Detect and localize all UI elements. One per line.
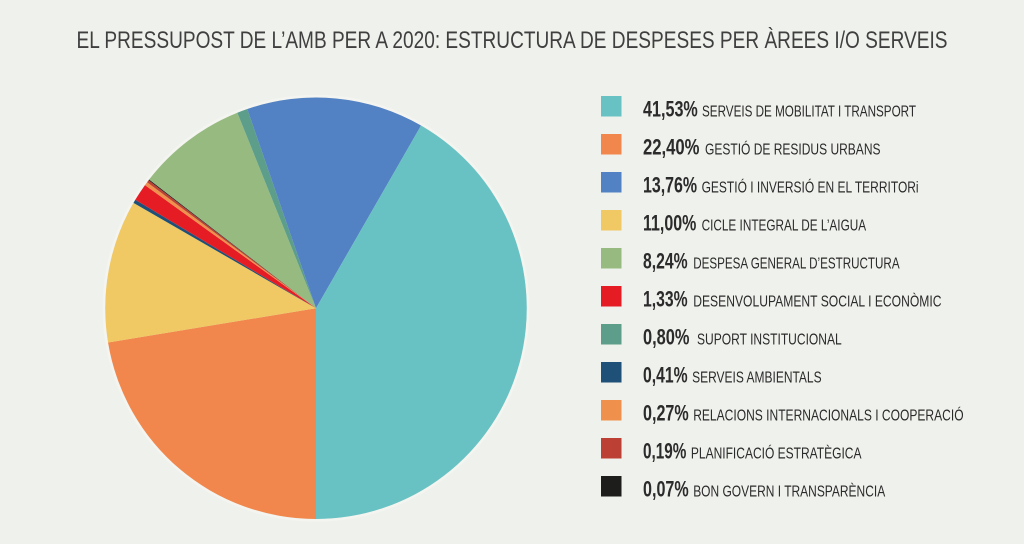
svg-text:CICLE INTEGRAL DE L’AIGUA: CICLE INTEGRAL DE L’AIGUA bbox=[702, 218, 867, 235]
svg-text:0,41%: 0,41% bbox=[643, 363, 688, 388]
svg-text:RELACIONS INTERNACIONALS I COO: RELACIONS INTERNACIONALS I COOPERACIÓ bbox=[693, 408, 963, 425]
svg-text:41,53%: 41,53% bbox=[643, 97, 698, 122]
svg-text:PLANIFICACIÓ ESTRATÈGICA: PLANIFICACIÓ ESTRATÈGICA bbox=[691, 446, 862, 463]
svg-text:0,80%: 0,80% bbox=[643, 325, 690, 350]
svg-text:DESPESA GENERAL D’ESTRUCTURA: DESPESA GENERAL D’ESTRUCTURA bbox=[693, 256, 900, 273]
svg-text:EL PRESSUPOST DE L’AMB PER A 2: EL PRESSUPOST DE L’AMB PER A 2020: ESTRU… bbox=[77, 27, 948, 54]
svg-text:GESTIÓ DE RESIDUS URBANS: GESTIÓ DE RESIDUS URBANS bbox=[705, 142, 881, 159]
svg-text:1,33%: 1,33% bbox=[643, 287, 688, 312]
svg-text:SERVEIS AMBIENTALS: SERVEIS AMBIENTALS bbox=[692, 370, 822, 387]
svg-text:BON GOVERN I TRANSPARÈNCIA: BON GOVERN I TRANSPARÈNCIA bbox=[693, 484, 886, 501]
svg-text:0,27%: 0,27% bbox=[643, 401, 689, 426]
svg-text:13,76%: 13,76% bbox=[643, 173, 697, 198]
svg-text:0,19%: 0,19% bbox=[643, 439, 686, 464]
svg-text:SERVEIS DE MOBILITAT I TRANSPO: SERVEIS DE MOBILITAT I TRANSPORT bbox=[702, 104, 916, 121]
svg-text:8,24%: 8,24% bbox=[643, 249, 688, 274]
svg-text:11,00%: 11,00% bbox=[643, 211, 696, 236]
svg-text:0,07%: 0,07% bbox=[643, 477, 689, 502]
svg-text:GESTIÓ I INVERSIÓ EN EL TERRIT: GESTIÓ I INVERSIÓ EN EL TERRITORi bbox=[702, 180, 919, 197]
svg-text:SUPORT INSTITUCIONAL: SUPORT INSTITUCIONAL bbox=[697, 332, 842, 349]
svg-text:22,40%: 22,40% bbox=[643, 135, 700, 160]
svg-text:DESENVOLUPAMENT SOCIAL I ECONÒ: DESENVOLUPAMENT SOCIAL I ECONÒMIC bbox=[693, 294, 941, 311]
